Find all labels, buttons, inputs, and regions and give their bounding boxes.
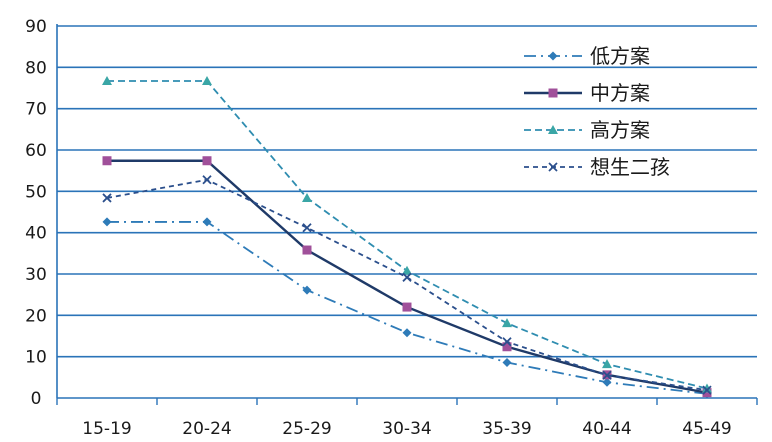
y-tick-label: 20 (25, 306, 47, 326)
x-tick-label: 35-39 (482, 419, 531, 439)
data-point (702, 385, 712, 395)
data-point (702, 388, 712, 398)
series-layer (102, 75, 712, 399)
y-tick-label: 70 (25, 100, 47, 120)
data-point (202, 217, 212, 227)
y-tick-label: 40 (25, 224, 47, 244)
data-point (202, 156, 212, 166)
data-point (548, 125, 558, 134)
data-point (402, 272, 412, 282)
data-point (102, 75, 112, 85)
data-point (302, 192, 312, 202)
data-point (502, 337, 512, 347)
series-3 (102, 75, 712, 393)
axes (56, 24, 758, 405)
data-point (202, 175, 212, 185)
data-point (402, 265, 412, 275)
legend-item: 想生二孩 (524, 155, 670, 179)
legend-item: 高方案 (524, 118, 650, 142)
y-tick-label: 0 (31, 389, 42, 409)
y-tick-label: 30 (25, 265, 47, 285)
legend-item: 低方案 (524, 44, 650, 68)
y-tick-labels: 0 10 20 30 40 50 60 70 80 90 (25, 17, 47, 409)
data-point (302, 285, 312, 295)
data-point (602, 359, 612, 369)
data-point (502, 357, 512, 367)
data-point (402, 302, 412, 312)
legend-label: 中方案 (590, 81, 650, 105)
x-tick-label: 25-29 (282, 419, 331, 439)
data-point (102, 156, 112, 166)
x-tick-label: 30-34 (382, 419, 431, 439)
data-point (502, 342, 512, 352)
legend-label: 想生二孩 (590, 155, 670, 179)
x-tick-label: 15-19 (82, 419, 131, 439)
x-tick-label: 40-44 (582, 419, 631, 439)
data-point (102, 217, 112, 227)
data-point (702, 383, 712, 393)
data-point (548, 162, 558, 172)
data-point (502, 318, 512, 328)
data-point (548, 88, 558, 98)
data-point (102, 193, 112, 203)
y-tick-label: 60 (25, 141, 47, 161)
legend-item: 中方案 (524, 81, 650, 105)
data-point (302, 245, 312, 255)
series-line (106, 178, 708, 392)
y-tick-label: 90 (25, 17, 47, 37)
x-tick-label: 45-49 (682, 419, 731, 439)
y-tick-label: 80 (25, 58, 47, 78)
data-point (402, 328, 412, 338)
data-point (602, 370, 612, 380)
series-4 (102, 175, 712, 395)
x-tick-label: 20-24 (182, 419, 231, 439)
data-point (602, 377, 612, 387)
data-point (202, 75, 212, 85)
legend-label: 高方案 (590, 118, 650, 142)
data-point (302, 223, 312, 233)
legend-label: 低方案 (590, 44, 650, 68)
y-tick-label: 10 (25, 348, 47, 368)
grid (57, 25, 757, 358)
y-tick-label: 50 (25, 182, 47, 202)
x-tick-labels: 15-19 20-24 25-29 30-34 35-39 40-44 45-49 (82, 419, 731, 439)
data-point (548, 51, 558, 61)
